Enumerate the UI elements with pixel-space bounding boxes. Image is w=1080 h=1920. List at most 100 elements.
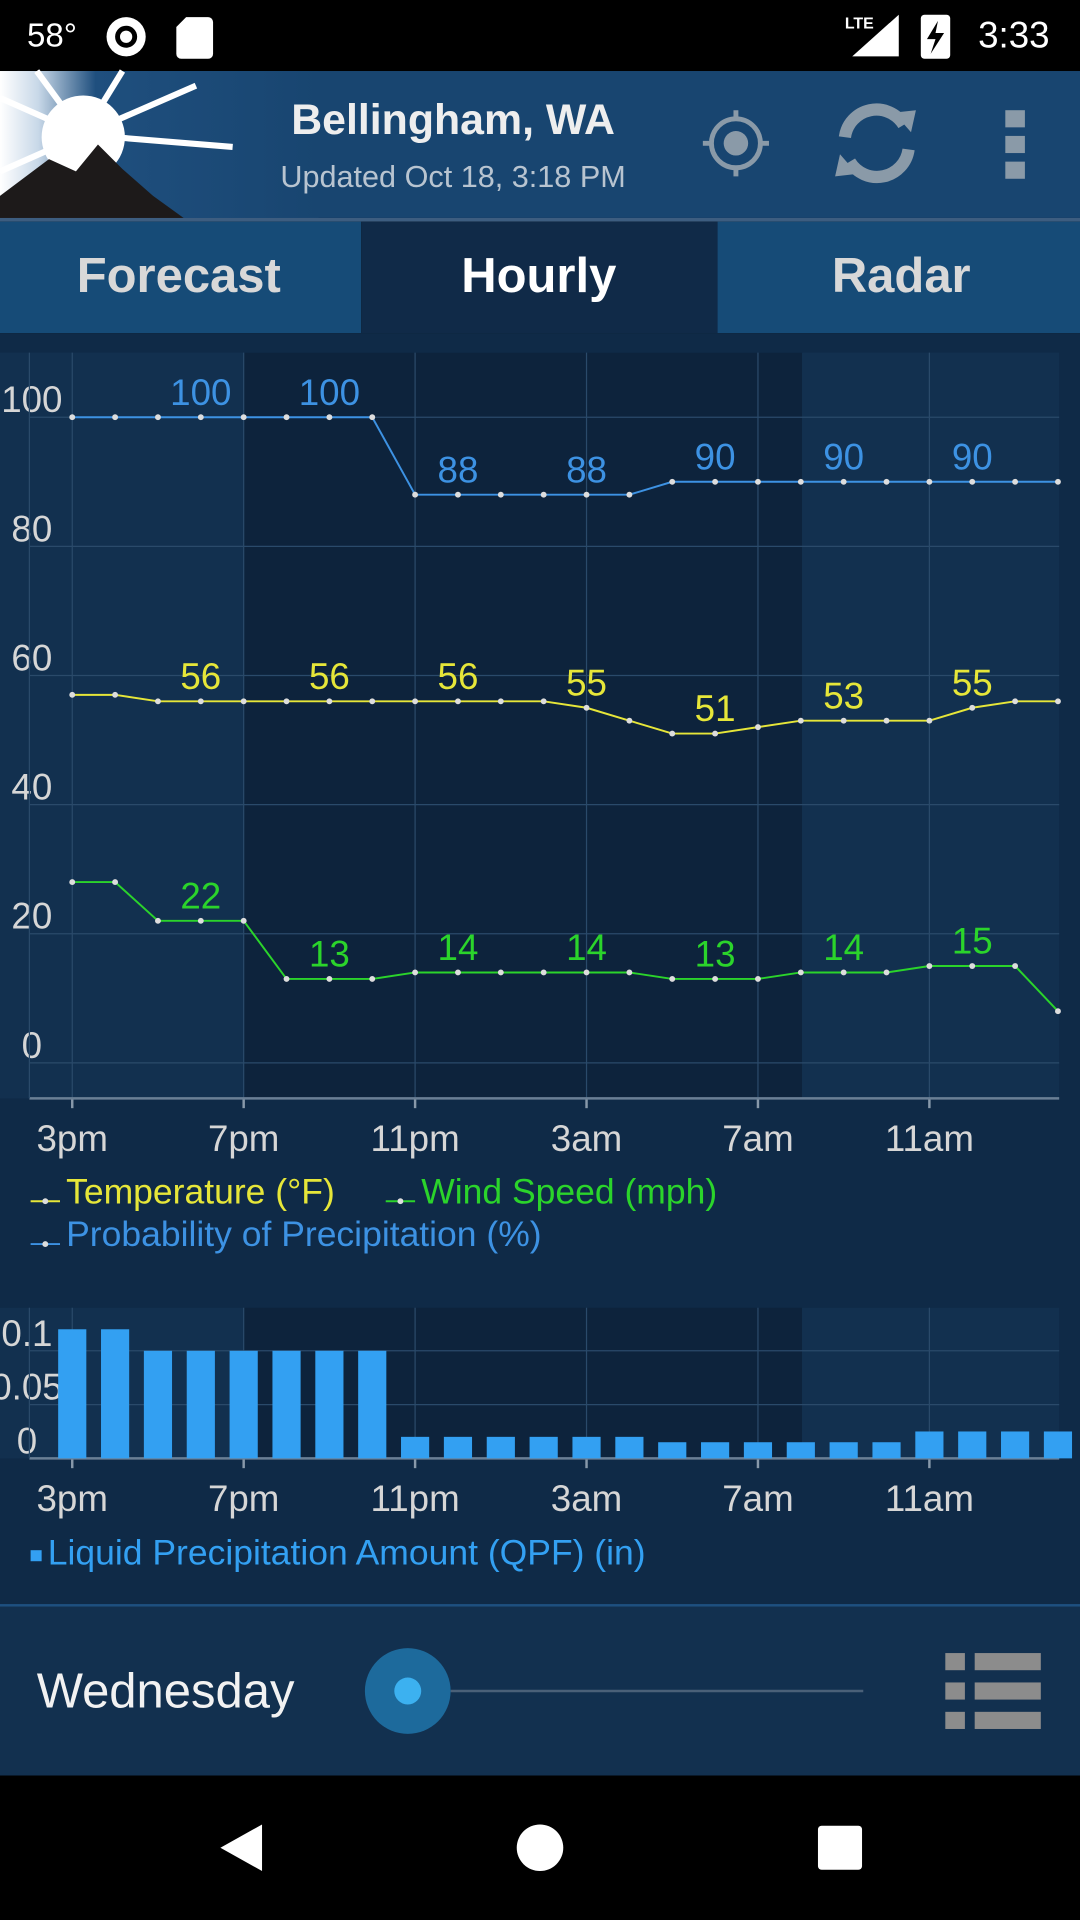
y-tick-label: 40 [11,767,52,808]
tab-label[interactable]: Radar [832,249,971,303]
bar [915,1431,944,1459]
point [926,478,933,485]
bar [229,1350,258,1459]
point [155,917,161,924]
value-label: 56 [309,656,350,697]
bar [701,1442,730,1459]
refresh-button[interactable] [835,103,916,184]
point [283,975,290,982]
tab-label[interactable]: Forecast [77,249,281,303]
point [412,491,419,498]
value-label: 100 [299,372,360,413]
point [497,491,504,498]
point [626,491,633,498]
recents-button[interactable] [817,1825,863,1870]
value-label: 55 [952,662,993,703]
x-tick-label: 7pm [208,1118,279,1159]
point [1012,478,1019,485]
bar [572,1436,601,1459]
series-line [72,416,1058,496]
point [583,704,590,711]
point [883,969,890,976]
point [1012,963,1019,969]
point [840,478,847,485]
locate-button[interactable] [702,110,769,177]
point [197,698,204,705]
value-label: 53 [823,675,864,716]
point [540,491,547,498]
point [797,478,804,485]
point [1055,478,1061,485]
point [797,969,804,976]
point [755,724,761,731]
value-label: 51 [695,688,736,729]
slider-thumb[interactable] [394,1677,422,1705]
tab[interactable] [0,221,362,334]
point [69,879,76,886]
point [283,414,290,421]
bar [786,1442,815,1459]
x-tick-label: 3pm [37,1478,108,1519]
status-bar [0,0,1080,72]
y-tick-label: 0.05 [0,1367,63,1408]
point [455,969,461,976]
point [412,698,419,705]
bar [101,1329,130,1459]
point [197,917,204,924]
point [326,975,333,982]
bar [615,1436,644,1459]
legend-label: Liquid Precipitation Amount (QPF) (in) [48,1532,646,1572]
bar [443,1436,473,1459]
y-tick-label: 0 [17,1420,37,1461]
tab-label[interactable]: Hourly [461,249,616,303]
legend-label: Probability of Precipitation (%) [66,1214,542,1254]
point [755,478,761,485]
point [840,969,847,976]
home-button[interactable] [516,1824,564,1872]
bar [529,1436,558,1459]
list-button[interactable] [945,1653,1041,1729]
legend-marker [397,1198,404,1205]
tab-selected[interactable] [361,221,718,334]
point [540,969,547,976]
point [540,698,547,705]
point [669,975,676,982]
value-label: 13 [309,934,350,975]
point [626,969,633,976]
status-temp: 58° [27,18,77,55]
tab[interactable] [717,221,1080,334]
day-label: Wednesday [37,1665,295,1719]
x-tick-label: 7pm [208,1478,279,1519]
point [112,691,119,698]
point [969,478,976,485]
y-tick-label: 60 [11,637,52,678]
point [369,414,376,421]
x-tick-label: 3pm [37,1118,108,1159]
back-button[interactable] [220,1824,263,1872]
menu-button[interactable] [1005,110,1025,179]
point [840,717,847,724]
point [369,698,376,705]
point [497,698,504,705]
point [412,969,419,976]
legend-label: Wind Speed (mph) [421,1171,717,1211]
bar [829,1442,858,1459]
status-time: 3:33 [978,15,1049,56]
x-tick-label: 7am [722,1478,793,1519]
series-line [72,693,1058,735]
legend-marker [30,1550,42,1562]
series-line [72,881,1059,1012]
point [626,717,633,724]
point [669,478,676,485]
point [240,414,247,421]
point [926,963,933,969]
bar [958,1431,987,1459]
legend-marker [42,1198,49,1205]
x-tick-label: 11am [885,1118,974,1159]
point [112,879,119,886]
bar [658,1442,687,1459]
point [240,698,247,705]
value-label: 15 [952,921,993,962]
value-label: 56 [180,656,221,697]
